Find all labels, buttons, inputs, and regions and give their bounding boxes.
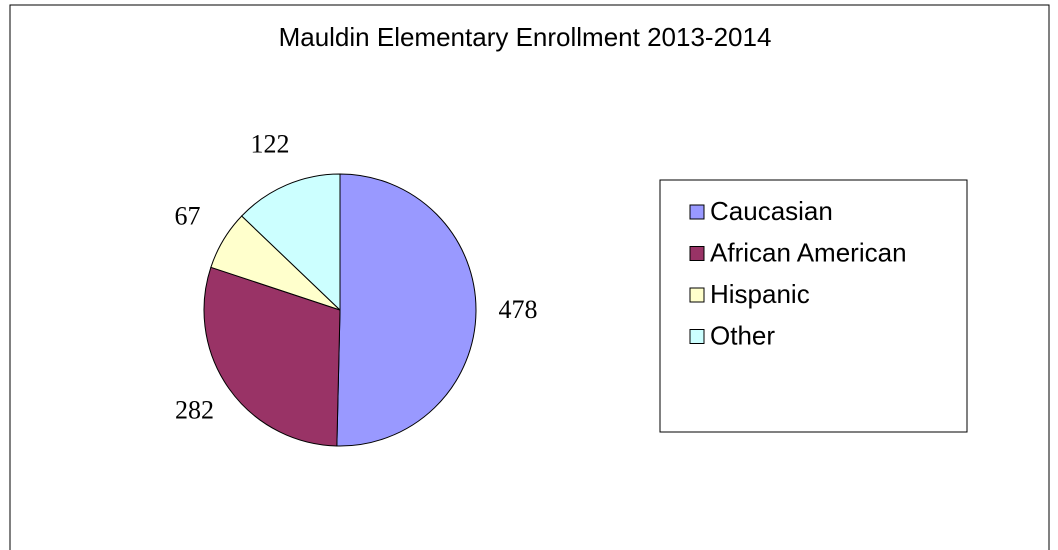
legend-box (659, 179, 968, 433)
legend-swatch (689, 329, 705, 344)
legend-label: Other (710, 320, 775, 350)
pie-slice (336, 173, 477, 447)
chart-title: Mauldin Elementary Enrollment 2013-2014 (279, 22, 772, 52)
legend-swatch (689, 287, 705, 303)
pie-slice (241, 173, 341, 312)
pie-slice (203, 266, 341, 447)
data-label: 282 (175, 396, 214, 425)
legend-swatch (689, 246, 705, 261)
data-label: 122 (251, 129, 290, 158)
legend-label: Hispanic (710, 279, 810, 309)
legend-label: African American (710, 237, 907, 267)
legend-label: Caucasian (710, 196, 833, 226)
data-label: 67 (174, 201, 200, 230)
data-label: 478 (498, 295, 537, 324)
legend-swatch (689, 204, 705, 220)
